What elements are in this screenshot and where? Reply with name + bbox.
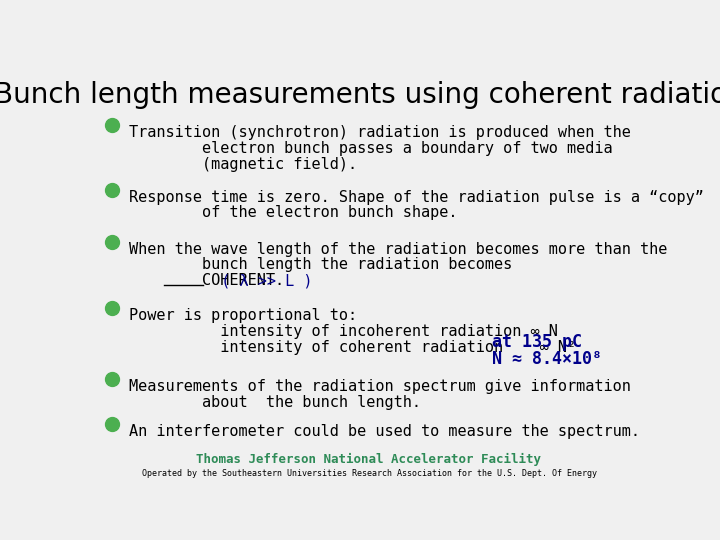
Text: COHERENT.: COHERENT. <box>129 273 284 288</box>
Text: Operated by the Southeastern Universities Research Association for the U.S. Dept: Operated by the Southeastern Universitie… <box>142 469 596 477</box>
Text: An interferometer could be used to measure the spectrum.: An interferometer could be used to measu… <box>129 424 640 440</box>
Text: N ≈ 8.4×10⁸: N ≈ 8.4×10⁸ <box>492 349 602 368</box>
Text: Transition (synchrotron) radiation is produced when the: Transition (synchrotron) radiation is pr… <box>129 125 631 140</box>
Text: Power is proportional to:: Power is proportional to: <box>129 308 357 323</box>
Text: Response time is zero. Shape of the radiation pulse is a “copy”: Response time is zero. Shape of the radi… <box>129 190 704 205</box>
Text: Measurements of the radiation spectrum give information: Measurements of the radiation spectrum g… <box>129 379 631 394</box>
Text: at 135 pC: at 135 pC <box>492 333 582 351</box>
Text: (magnetic field).: (magnetic field). <box>129 157 357 172</box>
Text: of the electron bunch shape.: of the electron bunch shape. <box>129 205 458 220</box>
Text: Bunch length measurements using coherent radiation: Bunch length measurements using coherent… <box>0 82 720 110</box>
Text: When the wave length of the radiation becomes more than the: When the wave length of the radiation be… <box>129 241 667 256</box>
Text: intensity of coherent radiation    ∞ N²: intensity of coherent radiation ∞ N² <box>129 340 576 355</box>
Text: Thomas Jefferson National Accelerator Facility: Thomas Jefferson National Accelerator Fa… <box>197 453 541 467</box>
Text: intensity of incoherent radiation ∞ N: intensity of incoherent radiation ∞ N <box>129 324 558 339</box>
Text: bunch length the radiation becomes: bunch length the radiation becomes <box>129 258 513 272</box>
Text: electron bunch passes a boundary of two media: electron bunch passes a boundary of two … <box>129 141 613 156</box>
Text: about  the bunch length.: about the bunch length. <box>129 395 421 409</box>
Text: ( λ >> L ): ( λ >> L ) <box>203 273 312 288</box>
